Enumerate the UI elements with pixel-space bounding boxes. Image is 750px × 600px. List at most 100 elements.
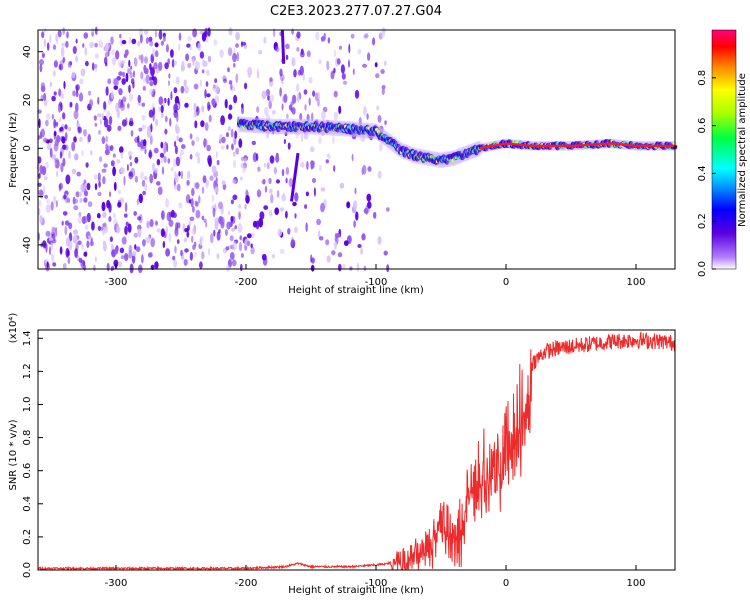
heat-speckle — [121, 39, 127, 45]
heat-speckle — [129, 162, 133, 167]
heat-speckle — [154, 261, 159, 269]
heat-speckle — [106, 42, 110, 49]
heat-speckle — [227, 113, 233, 120]
heat-speckle — [194, 251, 197, 258]
heat-speckle — [62, 262, 67, 270]
heat-speckle — [165, 226, 169, 235]
heat-speckle — [103, 101, 107, 110]
heat-speckle — [53, 91, 57, 96]
heat-speckle — [157, 106, 162, 112]
heat-speckle — [107, 78, 112, 85]
heat-speckle — [62, 112, 66, 120]
heat-speckle — [201, 251, 205, 260]
heat-speckle — [78, 92, 84, 102]
heat-speckle — [128, 92, 134, 102]
heat-speckle — [230, 83, 233, 91]
heat-speckle — [117, 201, 122, 208]
heat-speckle — [238, 212, 241, 220]
heat-speckle — [87, 90, 92, 96]
heat-speckle — [60, 46, 65, 57]
heat-speckle — [377, 170, 382, 179]
heat-speckle — [271, 254, 276, 259]
heat-speckle — [173, 87, 178, 94]
heat-speckle — [216, 231, 221, 241]
heat-speckle — [71, 141, 76, 152]
heat-speckle — [377, 115, 382, 123]
heat-speckle — [41, 52, 46, 59]
heat-speckle — [38, 207, 41, 216]
heat-speckle — [79, 136, 83, 143]
heat-speckle — [306, 160, 309, 170]
heat-speckle — [128, 250, 133, 259]
heat-speckle — [236, 51, 240, 62]
heat-speckle — [124, 225, 128, 235]
heat-speckle — [374, 62, 378, 68]
heat-speckle — [363, 106, 367, 116]
heat-speckle — [64, 225, 68, 236]
heat-speckle — [176, 183, 181, 192]
heat-speckle — [186, 231, 190, 238]
heat-speckle — [185, 194, 191, 204]
heat-speckle — [71, 71, 76, 79]
heat-speckle — [206, 144, 211, 152]
heat-speckle — [63, 194, 67, 200]
heat-speckle — [221, 136, 226, 144]
heat-speckle — [61, 220, 64, 226]
heat-speckle — [218, 201, 223, 210]
heat-speckle — [386, 207, 390, 212]
x-tick-label: -200 — [235, 277, 258, 288]
heat-speckle — [156, 181, 161, 186]
heat-speckle — [291, 28, 294, 35]
heat-speckle — [174, 184, 178, 191]
heat-speckle — [127, 223, 132, 233]
heat-speckle — [372, 37, 376, 46]
heat-speckle — [43, 176, 48, 181]
heat-speckle — [130, 130, 134, 137]
heat-speckle — [193, 83, 199, 90]
heat-speckle — [239, 235, 243, 241]
heat-speckle — [277, 228, 282, 237]
heat-speckle — [318, 230, 321, 239]
heat-speckle — [83, 32, 89, 39]
heat-speckle — [338, 45, 343, 50]
heat-speckle — [150, 237, 155, 248]
heat-speckle — [205, 81, 209, 87]
heat-speckle — [283, 139, 286, 144]
y-tick-label: -40 — [22, 237, 33, 253]
heat-speckle — [102, 240, 106, 246]
heat-speckle — [330, 70, 335, 80]
heat-speckle — [381, 30, 386, 38]
heat-speckle — [76, 171, 81, 177]
heat-speckle — [118, 88, 123, 96]
heat-speckle — [104, 149, 110, 156]
heat-speckle — [94, 183, 98, 191]
heat-speckle — [158, 61, 163, 71]
heat-speckle — [142, 190, 146, 196]
heat-speckle — [235, 73, 239, 83]
heat-speckle — [269, 209, 273, 217]
heat-speckle — [109, 236, 113, 242]
snr-panel: -300 -200 -100 0 100 0.0 0.2 0.4 0.6 0.8 1.0 1.2 1.… — [8, 313, 676, 596]
heat-speckle — [176, 222, 181, 229]
heat-speckle — [325, 239, 330, 246]
heat-speckle — [283, 93, 288, 103]
heat-speckle — [211, 165, 217, 173]
heat-speckle — [225, 264, 231, 272]
heat-speckle — [272, 28, 276, 38]
heat-speckle — [183, 79, 187, 87]
heat-speckle — [110, 36, 114, 45]
heat-speckle — [83, 251, 88, 257]
heat-speckle — [170, 167, 174, 172]
heat-speckle — [179, 153, 182, 162]
colorbar-frame — [711, 29, 737, 270]
heat-speckle — [197, 156, 201, 164]
colorbar-tick-label: 0.0 — [697, 261, 708, 277]
snr-series-line — [38, 330, 675, 572]
heat-speckle — [204, 122, 209, 131]
heat-speckle — [317, 91, 320, 101]
heat-speckle — [258, 49, 263, 55]
heat-speckle — [85, 60, 89, 67]
heat-speckle — [232, 151, 236, 157]
heat-speckle — [118, 71, 123, 76]
heat-speckle — [39, 215, 43, 224]
